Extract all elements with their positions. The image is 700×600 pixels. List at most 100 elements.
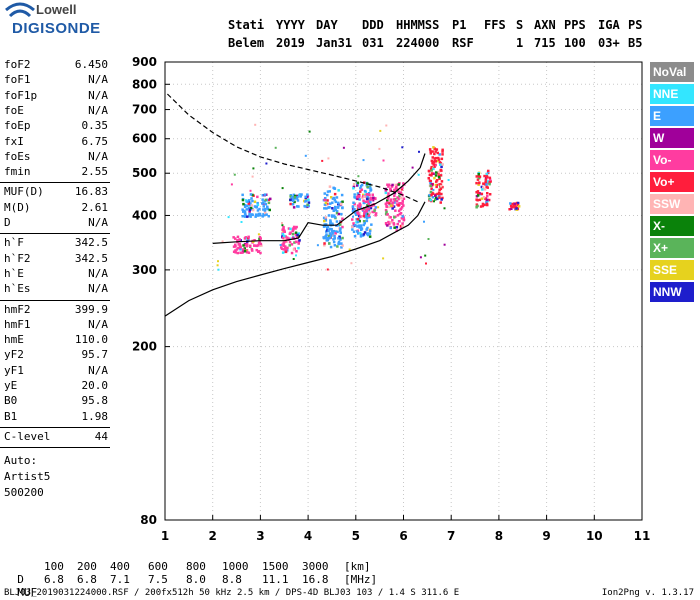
echo-dot [341,225,344,229]
echo-dot [435,180,438,183]
parameter-separator [0,447,110,449]
echo-dot [391,207,394,210]
echo-dot [339,231,342,235]
parameter-name: M(D) [4,200,31,214]
echo-dot [294,194,297,198]
echo-dot [389,221,393,224]
echo-dot [236,235,240,239]
echo-dot [322,216,326,220]
muf-row-label: MUF [17,586,38,599]
echo-dot [236,239,239,242]
distance-row-label: D [17,573,24,586]
parameter-row: B1 1.98 [4,410,108,424]
echo-dot [352,185,356,189]
echo-dot [401,202,404,205]
echo-dot [246,236,249,240]
echo-dot [394,198,397,201]
header-cell: AXN [534,18,556,32]
echo-dot [352,222,355,225]
echo-dot [297,242,300,245]
echo-dot [429,192,432,196]
echo-dot [485,198,489,202]
parameter-name: D [4,216,11,229]
echo-dot [331,207,334,210]
echo-dot [333,192,337,196]
echo-dot [238,238,241,241]
echo-dot [480,197,484,200]
echo-dot [339,227,342,230]
echo-dot [293,196,296,199]
echo-dot [358,205,361,209]
parameter-separator [0,233,110,235]
echo-dot [351,218,354,221]
echo-dot [402,218,405,222]
autoscale-line: Artist5 [4,470,51,484]
echo-dot [237,246,240,250]
muf-row: MUF [4,573,37,599]
echo-dot [245,250,249,254]
echo-dot [371,210,374,214]
echo-dot [359,224,363,227]
echo-dot [289,202,292,206]
echo-dot [369,188,373,191]
parameter-name: foF1p [4,88,38,102]
echo-dot [332,238,335,241]
echo-dot [324,235,327,238]
echo-dot [371,193,374,196]
parameter-value: N/A [88,282,108,296]
header-cell: FFS [484,18,506,32]
echo-dot [352,187,355,190]
echo-dot [294,231,298,234]
echo-dot [298,239,301,242]
parameter-value: N/A [88,103,108,117]
echo-dot [356,204,360,207]
y-tick-label: 400 [132,208,157,222]
header-cell: DDD [362,18,384,32]
echo-dot [333,244,337,247]
echo-dot [395,200,399,203]
echo-dot [429,181,432,185]
parameter-row: C-level 44 [4,430,108,444]
echo-dot [234,237,237,240]
parameter-separator [0,299,110,301]
echo-dot [354,211,357,215]
echo-dot [261,215,264,218]
echo-dot [395,185,398,189]
echo-dot [353,235,357,238]
echo-dot [281,243,284,246]
echo-dot [488,181,491,184]
echo-dot [249,215,252,218]
echo-dot [241,208,244,211]
echo-dot [353,208,356,211]
echo-dot [295,250,298,253]
legend-item: Vo+ [650,172,694,192]
echo-dot [385,205,388,208]
echo-dot [436,151,439,155]
echo-dot [243,237,247,240]
echo-dot [335,210,339,213]
echo-dot [437,191,441,194]
echo-dot [264,211,267,215]
echo-dot [393,194,396,198]
echo-dot [435,183,439,187]
echo-dot [307,198,310,202]
echo-dot [484,180,487,184]
echo-dot [438,196,441,199]
parameter-row: yE 20.0 [4,379,108,393]
echo-dot [248,212,251,216]
footer-file-info: BLJ03_2019031224000.RSF / 200fx512h 50 k… [4,588,460,598]
echo-dot [279,244,282,246]
echo-dot [282,244,286,247]
echo-dot [330,230,334,233]
echo-dot [332,209,335,212]
echo-dot [323,207,326,210]
table-cell: 1500 [262,560,289,573]
table-cell: 7.5 [148,573,168,586]
echo-dot [251,193,254,197]
echo-dot [440,192,443,196]
echo-dot [333,198,337,202]
autoscale-line: Auto: [4,454,38,468]
echo-dot [439,174,443,177]
echo-dot [251,199,254,203]
echo-dot [353,193,356,196]
